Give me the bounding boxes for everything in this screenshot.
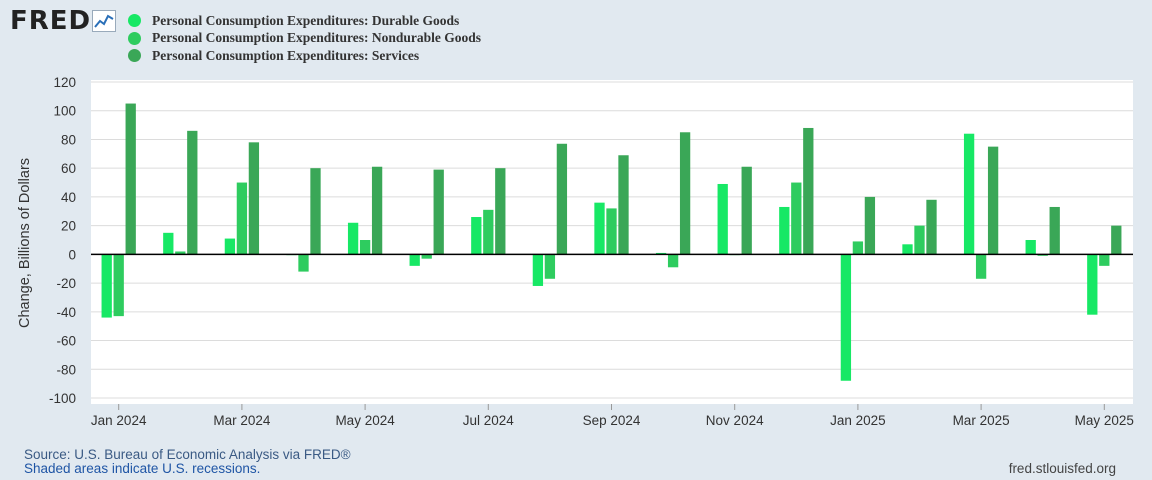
- y-tick-label: 40: [61, 190, 76, 205]
- bar-nondurable[interactable]: [606, 208, 617, 255]
- bar-nondurable[interactable]: [975, 254, 987, 279]
- bar-services[interactable]: [310, 168, 321, 255]
- y-tick-label: -80: [56, 362, 76, 377]
- x-tick-label: Nov 2024: [706, 413, 764, 428]
- bar-services[interactable]: [556, 143, 568, 255]
- bar-nondurable[interactable]: [791, 182, 802, 255]
- bar-nondurable[interactable]: [852, 241, 864, 255]
- bar-services[interactable]: [125, 103, 136, 255]
- bar-nondurable[interactable]: [298, 254, 309, 272]
- x-tick-label: Jul 2024: [463, 413, 515, 428]
- y-tick-label: 120: [53, 75, 76, 90]
- bar-chart: 120 100 80 60 40 20 0 -20 -40 -60 -80 -100 Jan 2024 M…: [17, 75, 1134, 428]
- legend-item-nondurable-goods[interactable]: Personal Consumption Expenditures: Nondu…: [128, 30, 481, 48]
- y-tick-label: 20: [61, 219, 76, 234]
- source-note: Source: U.S. Bureau of Economic Analysis…: [24, 447, 351, 462]
- y-tick-label: 60: [61, 161, 76, 176]
- bar-nondurable[interactable]: [667, 254, 679, 268]
- x-tick-label: Mar 2024: [213, 413, 271, 428]
- bar-nondurable[interactable]: [544, 254, 556, 279]
- bar-services[interactable]: [741, 166, 752, 255]
- bar-durable[interactable]: [163, 232, 174, 255]
- bar-durable[interactable]: [347, 222, 359, 255]
- bar-services[interactable]: [248, 142, 260, 255]
- bar-services[interactable]: [987, 146, 999, 255]
- bar-durable[interactable]: [902, 244, 913, 255]
- y-tick-label: -100: [49, 391, 76, 406]
- bar-nondurable[interactable]: [914, 225, 925, 255]
- legend-label-nondurable-goods: Personal Consumption Expenditures: Nondu…: [152, 30, 482, 46]
- y-tick-label: 80: [61, 132, 76, 147]
- x-tick-label: May 2024: [335, 413, 395, 428]
- bar-services[interactable]: [1111, 225, 1122, 255]
- y-tick-label: -60: [56, 334, 76, 349]
- y-tick-label: -40: [56, 305, 76, 320]
- bar-services[interactable]: [679, 132, 691, 255]
- bar-durable[interactable]: [1087, 254, 1098, 315]
- legend-marker-services: [128, 49, 141, 63]
- x-tick-label: Jan 2024: [91, 413, 147, 428]
- legend-label-durable-goods: Personal Consumption Expenditures: Durab…: [152, 12, 460, 28]
- bar-durable[interactable]: [963, 133, 975, 255]
- bar-durable[interactable]: [594, 202, 605, 255]
- bar-services[interactable]: [187, 130, 198, 255]
- bar-services[interactable]: [926, 199, 937, 255]
- bar-nondurable[interactable]: [1099, 254, 1110, 266]
- legend-marker-nondurable-goods: [128, 31, 141, 45]
- bar-durable[interactable]: [779, 206, 790, 255]
- bar-services[interactable]: [371, 166, 383, 255]
- legend-item-durable-goods[interactable]: Personal Consumption Expenditures: Durab…: [128, 12, 481, 30]
- x-tick-label: Sep 2024: [583, 413, 641, 428]
- bar-services[interactable]: [1049, 206, 1060, 255]
- x-tick-label: May 2025: [1075, 413, 1134, 428]
- bar-nondurable[interactable]: [359, 240, 371, 255]
- bar-durable[interactable]: [224, 238, 236, 255]
- chart-legend: Personal Consumption Expenditures: Durab…: [128, 12, 481, 65]
- fred-logo[interactable]: FRED: [10, 6, 92, 36]
- x-tick-label: Mar 2025: [953, 413, 1010, 428]
- legend-item-services[interactable]: Personal Consumption Expenditures: Servi…: [128, 47, 481, 65]
- x-tick-label: Jan 2025: [830, 413, 886, 428]
- bar-services[interactable]: [864, 196, 876, 255]
- legend-marker-durable-goods: [128, 14, 141, 28]
- y-axis-title: Change, Billions of Dollars: [17, 158, 33, 328]
- y-tick-label: -20: [56, 276, 76, 291]
- bar-durable[interactable]: [717, 183, 728, 255]
- y-tick-label: 0: [68, 247, 76, 262]
- y-tick-label: 100: [53, 104, 76, 119]
- bar-services[interactable]: [433, 169, 444, 255]
- bar-durable[interactable]: [101, 254, 112, 318]
- fred-url[interactable]: fred.stlouisfed.org: [1008, 461, 1116, 476]
- bar-durable[interactable]: [1025, 240, 1036, 255]
- bar-durable[interactable]: [409, 254, 420, 266]
- bar-durable[interactable]: [532, 254, 544, 286]
- bar-nondurable[interactable]: [483, 209, 494, 255]
- bar-durable[interactable]: [471, 217, 482, 255]
- bar-durable[interactable]: [840, 254, 852, 381]
- legend-label-services: Personal Consumption Expenditures: Servi…: [152, 47, 420, 63]
- bar-services[interactable]: [618, 155, 629, 255]
- bar-nondurable[interactable]: [175, 251, 186, 255]
- bar-nondurable[interactable]: [236, 182, 248, 255]
- bar-nondurable[interactable]: [421, 254, 432, 259]
- bar-services[interactable]: [803, 127, 814, 255]
- bar-services[interactable]: [495, 168, 506, 255]
- fred-line-chart-icon: [92, 10, 116, 32]
- recession-note[interactable]: Shaded areas indicate U.S. recessions.: [24, 461, 261, 476]
- bar-nondurable[interactable]: [113, 254, 124, 317]
